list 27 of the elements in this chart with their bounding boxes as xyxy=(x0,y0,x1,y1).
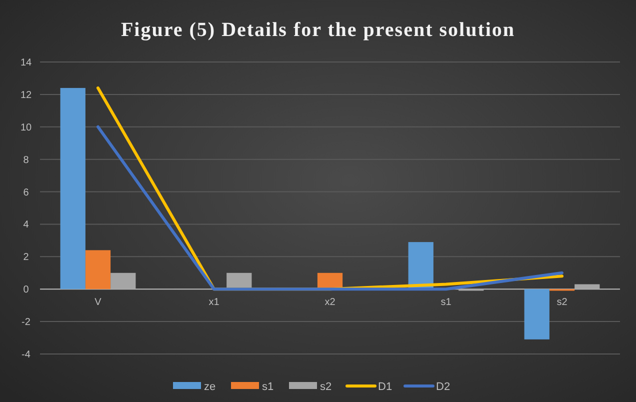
y-tick-label: 0 xyxy=(23,284,30,296)
bar xyxy=(524,289,550,340)
x-tick-label: s1 xyxy=(440,297,452,308)
x-tick-label: x1 xyxy=(208,297,220,308)
x-tick-label: x2 xyxy=(324,297,336,308)
legend-label: D2 xyxy=(436,380,450,393)
x-tick-label: V xyxy=(94,297,102,308)
y-tick-label: -4 xyxy=(22,350,31,360)
y-tick-label: 6 xyxy=(23,187,30,198)
legend-label: D1 xyxy=(378,380,392,393)
legend-label: ze xyxy=(204,380,216,393)
y-tick-label: 10 xyxy=(20,122,32,134)
y-tick-label: 12 xyxy=(20,90,32,101)
bar xyxy=(574,284,600,290)
legend-label: s2 xyxy=(320,380,332,393)
chart-title: Figure (5) Details for the present solution xyxy=(120,19,516,41)
y-tick-label: -2 xyxy=(22,317,31,328)
legend-label: s1 xyxy=(262,380,274,393)
bar xyxy=(408,242,434,290)
y-tick-label: 8 xyxy=(23,154,30,166)
y-tick-label: 2 xyxy=(23,252,30,264)
x-tick-label: s2 xyxy=(556,297,568,308)
bar xyxy=(85,250,111,290)
y-tick-label: 14 xyxy=(20,58,32,68)
y-tick-label: 4 xyxy=(23,220,30,231)
bar xyxy=(60,88,86,290)
bar xyxy=(110,272,136,290)
